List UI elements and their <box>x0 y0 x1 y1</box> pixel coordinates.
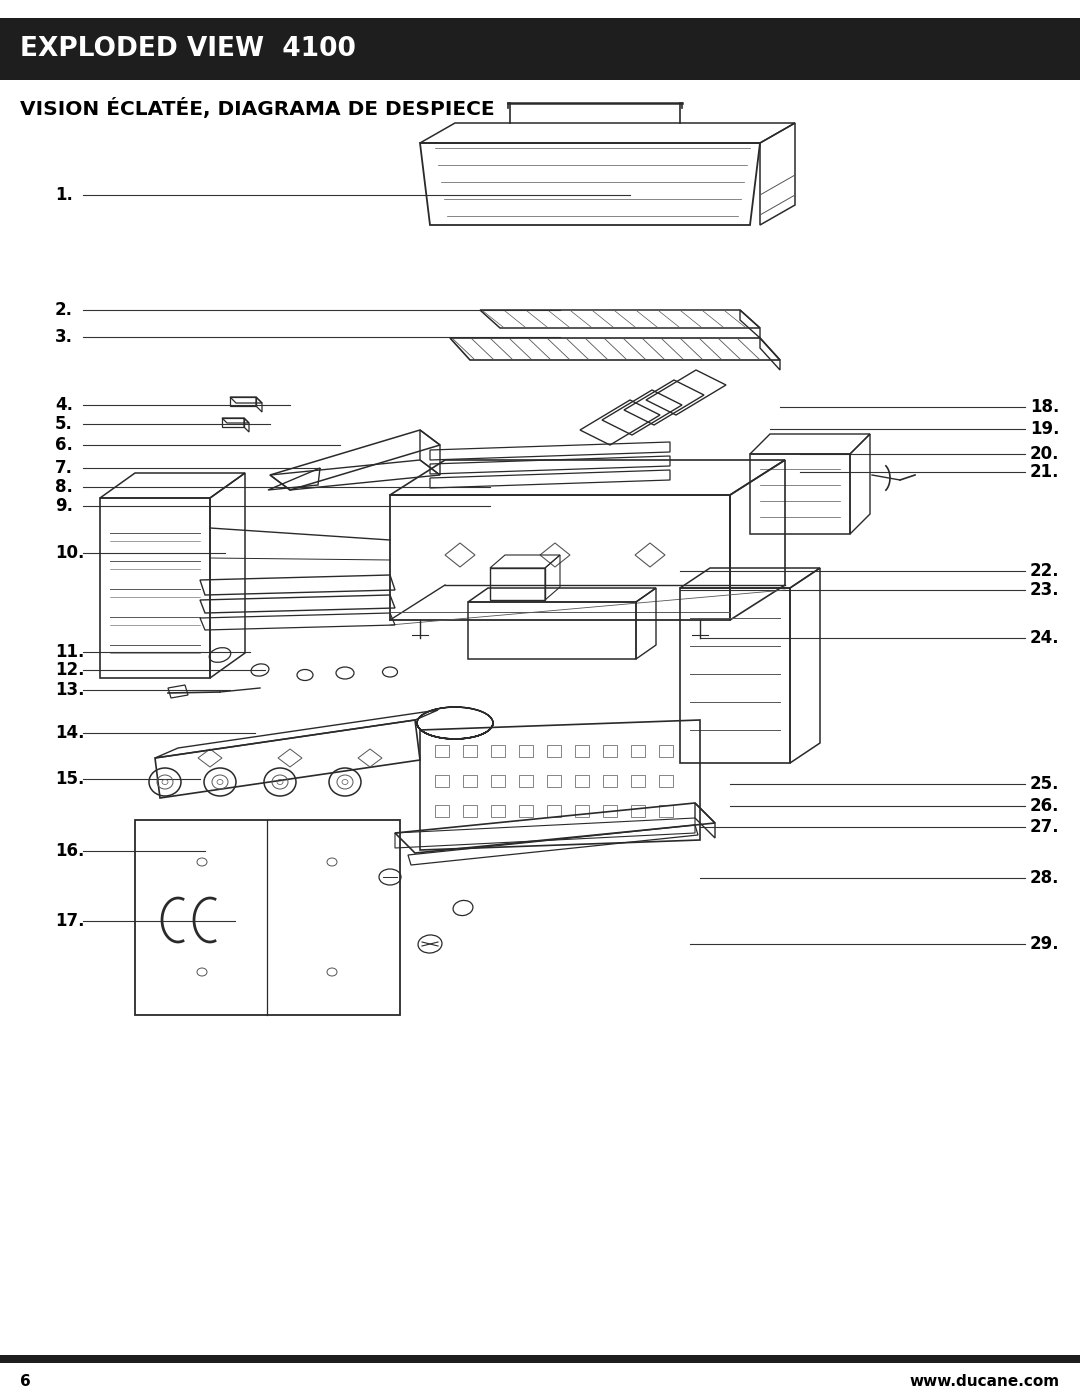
Text: 19.: 19. <box>1030 420 1059 439</box>
Text: 1.: 1. <box>55 186 72 204</box>
Bar <box>0 18 1080 80</box>
Text: 11.: 11. <box>55 643 84 661</box>
Text: 22.: 22. <box>1030 562 1059 580</box>
Text: 7.: 7. <box>55 460 73 476</box>
Text: 15.: 15. <box>55 770 84 788</box>
Text: 21.: 21. <box>1030 462 1059 481</box>
Text: 17.: 17. <box>55 912 84 930</box>
Text: 28.: 28. <box>1030 869 1059 887</box>
Text: 27.: 27. <box>1030 819 1059 835</box>
Text: VISION ÉCLATÉE, DIAGRAMA DE DESPIECE: VISION ÉCLATÉE, DIAGRAMA DE DESPIECE <box>21 98 495 119</box>
Text: 2.: 2. <box>55 300 73 319</box>
Text: 26.: 26. <box>1030 798 1059 814</box>
Text: 10.: 10. <box>55 543 84 562</box>
Text: 23.: 23. <box>1030 581 1059 599</box>
Text: 13.: 13. <box>55 680 84 698</box>
Text: 4.: 4. <box>55 395 73 414</box>
Text: www.ducane.com: www.ducane.com <box>909 1373 1059 1389</box>
Text: 6: 6 <box>21 1373 30 1389</box>
Text: EXPLODED VIEW  4100: EXPLODED VIEW 4100 <box>21 36 356 61</box>
Text: 25.: 25. <box>1030 775 1059 793</box>
Text: 20.: 20. <box>1030 446 1059 462</box>
Text: 5.: 5. <box>55 415 72 433</box>
Text: 12.: 12. <box>55 661 84 679</box>
Text: 6.: 6. <box>55 436 72 454</box>
Text: 16.: 16. <box>55 842 84 861</box>
Text: 18.: 18. <box>1030 398 1059 416</box>
Text: 29.: 29. <box>1030 935 1059 953</box>
Text: 3.: 3. <box>55 328 73 346</box>
Text: 14.: 14. <box>55 724 84 742</box>
Text: 9.: 9. <box>55 497 73 515</box>
Text: 8.: 8. <box>55 478 72 496</box>
Bar <box>0 1355 1080 1363</box>
Text: 24.: 24. <box>1030 629 1059 647</box>
